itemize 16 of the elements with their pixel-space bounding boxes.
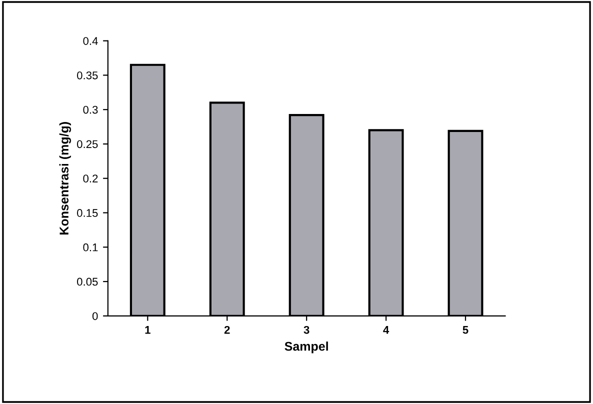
x-tick-label: 2 xyxy=(224,326,230,334)
y-tick-label: 0.05 xyxy=(77,278,98,286)
y-tick-label: 0.4 xyxy=(83,37,98,45)
x-tick-label: 1 xyxy=(145,326,150,334)
x-tick-label: 4 xyxy=(383,326,390,334)
y-tick-label: 0.35 xyxy=(77,71,98,80)
x-tick-label: 5 xyxy=(462,326,468,334)
y-tick-label: 0.2 xyxy=(83,174,98,182)
y-tick-label: 0 xyxy=(92,312,98,320)
x-axis-title: Sampel xyxy=(284,342,328,354)
y-tick-label: 0.15 xyxy=(77,209,98,217)
y-tick-label: 0.3 xyxy=(83,106,98,114)
y-tick-label: 0.25 xyxy=(77,140,98,148)
y-axis-title: Konsentrasi (mg/g) xyxy=(59,122,72,234)
x-tick-label: 3 xyxy=(304,326,310,334)
y-tick-label: 0.1 xyxy=(83,243,98,252)
